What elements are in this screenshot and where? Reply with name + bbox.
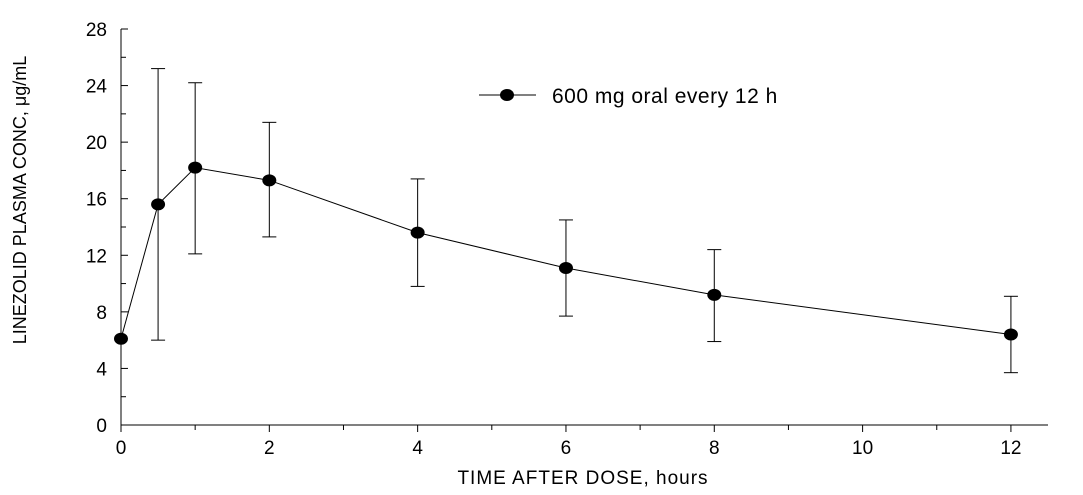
legend-marker: [500, 89, 514, 101]
x-tick-label-6: 6: [561, 438, 572, 459]
legend-label: 600 mg oral every 12 h: [552, 85, 778, 108]
y-tick-label-12: 12: [86, 246, 107, 267]
x-tick-label-4: 4: [412, 438, 423, 459]
x-axis-title: TIME AFTER DOSE, hours: [457, 468, 708, 489]
y-tick-label-24: 24: [86, 77, 108, 98]
y-tick-label-0: 0: [96, 416, 107, 437]
y-tick-label-28: 28: [86, 20, 107, 41]
series-line-0: [120, 167, 1011, 339]
data-point-7: [1003, 328, 1018, 341]
x-tick-label-8: 8: [709, 438, 720, 459]
data-point-2: [188, 161, 203, 174]
data-point-6: [707, 288, 722, 301]
y-axis-title: LINEZOLID PLASMA CONC, μg/mL: [10, 56, 30, 344]
x-tick-label-10: 10: [852, 438, 873, 459]
y-axis-ticks: 0 4 8 12 16 20 24 28: [86, 20, 128, 437]
series-line-group: [120, 167, 1011, 339]
data-point-0: [114, 332, 128, 345]
data-point-3: [262, 174, 277, 187]
data-points: [114, 161, 1018, 345]
y-tick-label-16: 16: [86, 190, 107, 211]
x-tick-label-12: 12: [1000, 438, 1021, 459]
error-bars: [151, 68, 1018, 374]
legend: 600 mg oral every 12 h: [479, 85, 778, 108]
x-tick-label-2: 2: [264, 438, 275, 459]
data-point-1: [151, 198, 166, 211]
y-tick-label-20: 20: [86, 133, 107, 154]
data-point-5: [558, 262, 573, 275]
y-tick-label-4: 4: [96, 359, 107, 380]
x-axis-ticks: 0 2 4 6 8 10 12: [116, 425, 1021, 459]
y-tick-label-8: 8: [96, 303, 107, 324]
data-point-4: [410, 226, 425, 239]
x-tick-label-0: 0: [116, 438, 127, 459]
